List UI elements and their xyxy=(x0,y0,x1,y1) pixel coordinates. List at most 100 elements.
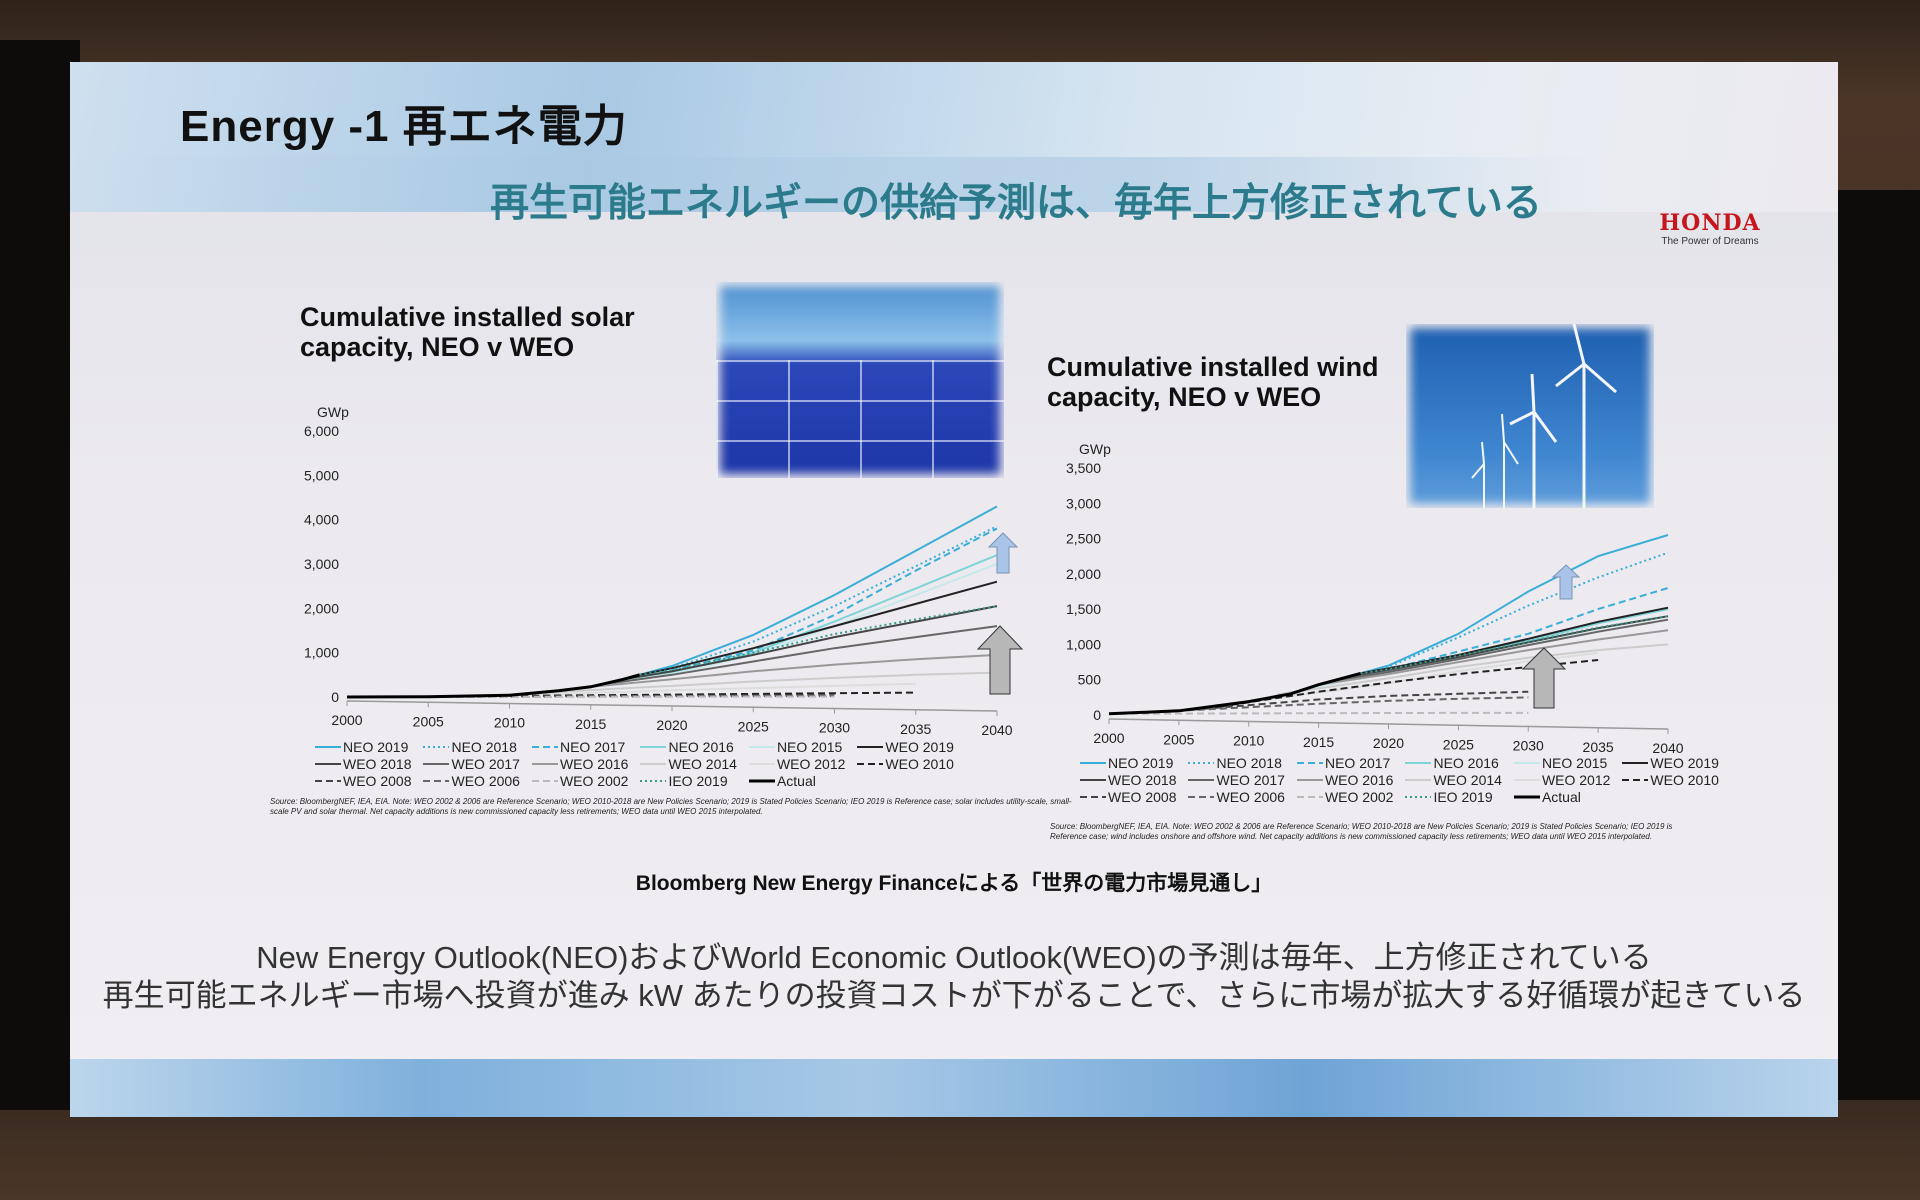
up-arrow-blue-icon xyxy=(988,532,1018,574)
legend-item: WEO 2002 xyxy=(1296,789,1394,805)
y-tick-label: 5,000 xyxy=(304,467,339,483)
stage-edge xyxy=(0,1110,1920,1200)
legend-label: WEO 2014 xyxy=(1433,772,1502,788)
x-tick-label: 2020 xyxy=(656,717,687,733)
logo-tagline: The Power of Dreams xyxy=(1661,236,1759,247)
up-arrow-grey-icon xyxy=(1522,647,1566,709)
data-credit: Bloomberg New Energy Financeによる「世界の電力市場見… xyxy=(635,872,1273,895)
legend-swatch xyxy=(857,746,884,748)
projected-slide: Energy -1 再エネ電力 再生可能エネルギーの供給予測は、毎年上方修正され… xyxy=(70,62,1838,1117)
y-tick-label: 3,000 xyxy=(304,556,339,572)
legend-label: WEO 2006 xyxy=(451,773,520,789)
series-line-neo-2019 xyxy=(639,505,998,676)
y-tick-label: 2,500 xyxy=(1066,531,1101,547)
x-tick-label: 2000 xyxy=(331,712,362,728)
legend-swatch xyxy=(531,746,558,748)
series-line-weo-2014 xyxy=(1276,643,1669,696)
series-line-neo-2018 xyxy=(1346,551,1669,678)
legend-item: WEO 2006 xyxy=(1188,789,1285,805)
legend-swatch xyxy=(1405,796,1432,798)
up-arrow-grey-icon xyxy=(977,625,1023,695)
legend-item: WEO 2010 xyxy=(1622,772,1719,788)
legend-swatch xyxy=(531,780,558,782)
legend-item: WEO 2010 xyxy=(857,756,954,772)
series-line-weo-2006 xyxy=(1164,696,1529,713)
legend-swatch xyxy=(1296,779,1323,781)
legend-swatch xyxy=(315,763,341,765)
series-line-weo-2018 xyxy=(1346,615,1669,678)
legend-swatch xyxy=(1513,762,1540,764)
wind-chart-title: Cumulative installed wind capacity, NEO … xyxy=(1047,352,1379,412)
honda-logo: HONDA The Power of Dreams xyxy=(1630,210,1790,247)
legend-label: NEO 2016 xyxy=(668,739,734,755)
slide-subtitle: 再生可能エネルギーの供給予測は、毎年上方修正されている xyxy=(490,182,1542,225)
legend-item: IEO 2019 xyxy=(640,773,736,789)
x-tick-label: 2035 xyxy=(1583,739,1614,755)
y-tick-label: 0 xyxy=(1093,707,1101,723)
legend-label: IEO 2019 xyxy=(668,773,728,789)
legend-swatch xyxy=(1080,762,1106,764)
legend-item: WEO 2012 xyxy=(1513,772,1611,788)
legend-item: WEO 2014 xyxy=(640,756,737,772)
legend-label: WEO 2010 xyxy=(885,756,954,772)
y-tick-label: 2,000 xyxy=(1066,566,1101,582)
legend-label: Actual xyxy=(1541,789,1581,805)
legend-label: WEO 2019 xyxy=(885,739,954,755)
y-tick-label: 4,000 xyxy=(304,512,339,528)
legend-swatch xyxy=(423,746,450,748)
room-wall-right xyxy=(1830,190,1920,1100)
legend-item: NEO 2015 xyxy=(1513,755,1610,771)
series-line-weo-2016 xyxy=(590,653,998,688)
legend-label: WEO 2018 xyxy=(343,756,412,772)
legend-label: IEO 2019 xyxy=(1433,789,1493,805)
y-tick-label: 0 xyxy=(331,689,339,705)
legend-swatch xyxy=(315,780,341,782)
legend-label: WEO 2010 xyxy=(1650,772,1719,788)
legend-swatch xyxy=(1405,762,1432,764)
legend-swatch xyxy=(315,746,341,748)
x-tick-label: 2035 xyxy=(900,721,931,737)
y-tick-label: 1,000 xyxy=(304,645,339,661)
x-tick-label: 2030 xyxy=(1513,738,1544,754)
legend-label: WEO 2006 xyxy=(1216,789,1285,805)
legend-item: WEO 2008 xyxy=(315,773,411,789)
legend-swatch xyxy=(1405,779,1432,781)
legend-swatch xyxy=(640,780,667,782)
x-tick-label: 2000 xyxy=(1093,730,1124,746)
wind-chart: GWp 0 500 1,000 1,500 2,000 2,500 3,000 3,500 200… xyxy=(1066,441,1684,756)
series-line-ieo-2019 xyxy=(1360,615,1669,675)
x-tick-label: 2015 xyxy=(575,716,606,732)
logo-wordmark: HONDA xyxy=(1659,210,1761,236)
legend-swatch xyxy=(748,763,775,765)
series-line-actual xyxy=(346,673,640,699)
legend-item: IEO 2019 xyxy=(1405,789,1501,805)
legend-swatch xyxy=(1188,796,1215,798)
legend-swatch xyxy=(1513,795,1540,799)
legend-item: NEO 2018 xyxy=(423,739,519,755)
legend-label: WEO 2012 xyxy=(1541,772,1611,788)
legend-label: WEO 2002 xyxy=(1324,789,1394,805)
legend-swatch xyxy=(531,763,558,765)
series-line-weo-2019 xyxy=(1360,606,1669,675)
x-tick-label: 2010 xyxy=(1233,733,1264,749)
legend-item: WEO 2016 xyxy=(1296,772,1394,788)
legend-swatch xyxy=(1622,779,1649,781)
legend-item: NEO 2017 xyxy=(1296,755,1393,771)
solar-chart: GWp 0 1,000 2,000 3,000 4,000 5,000 6,000 2000 20… xyxy=(304,404,1013,738)
legend-swatch xyxy=(423,763,450,765)
series-line-weo-2008 xyxy=(1192,690,1529,711)
room-wall-left xyxy=(0,40,80,1120)
y-axis-label: GWp xyxy=(1079,441,1111,457)
legend-item: Actual xyxy=(1513,789,1610,805)
x-tick-label: 2025 xyxy=(738,718,769,734)
legend-swatch xyxy=(423,780,450,782)
legend-item: WEO 2014 xyxy=(1405,772,1502,788)
message-line-2: 再生可能エネルギー市場へ投資が進み kW あたりの投資コストが下がることで、さら… xyxy=(102,978,1806,1013)
x-tick-label: 2030 xyxy=(819,720,850,736)
legend-item: NEO 2019 xyxy=(1080,755,1176,771)
legend-label: WEO 2016 xyxy=(1324,772,1394,788)
wind-turbine-icon xyxy=(1471,323,1617,508)
header-band xyxy=(70,62,1838,212)
solar-chart-legend: NEO 2019 NEO 2018 NEO 2017 NEO 2016 NEO 2015… xyxy=(315,739,954,789)
solar-chart-source: Source: BloombergNEF, IEA, EIA. Note: WE… xyxy=(270,797,1072,816)
